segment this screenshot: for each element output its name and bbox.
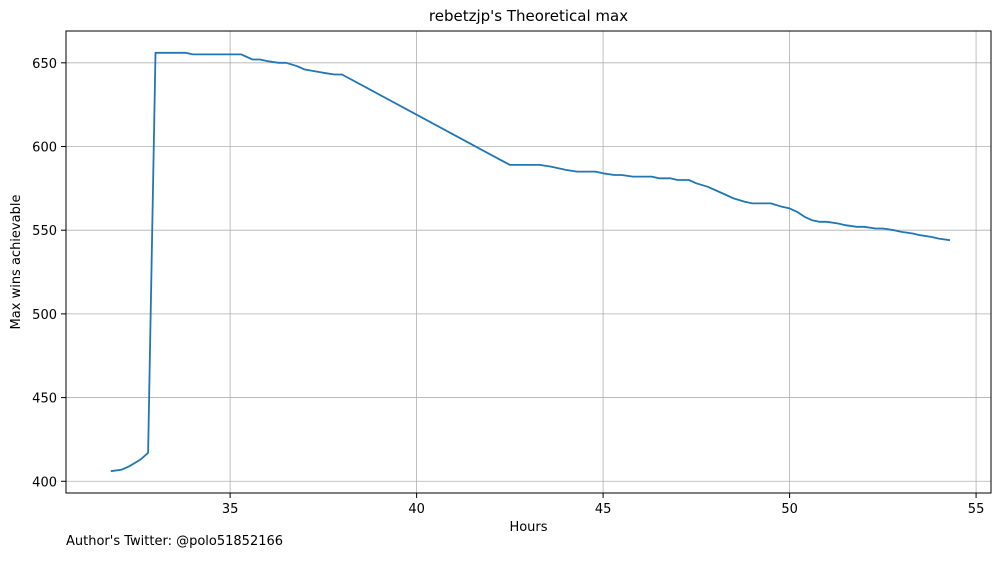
y-tick-label: 450 [32, 392, 57, 407]
y-axis-label: Max wins achievable [9, 195, 24, 330]
x-axis-ticks: 35 40 45 50 55 [222, 493, 985, 517]
series-line [110, 51, 951, 473]
chart-title: rebetzjp's Theoretical max [429, 7, 628, 25]
author-credit: Author's Twitter: @polo51852166 [66, 534, 284, 549]
y-tick-label: 650 [32, 57, 57, 72]
x-tick-label: 55 [968, 502, 985, 517]
series-group [110, 51, 951, 473]
y-tick-label: 400 [32, 475, 57, 490]
y-tick-label: 550 [32, 224, 57, 239]
y-tick-label: 500 [32, 308, 57, 323]
y-tick-label: 600 [32, 141, 57, 156]
plot-frame [65, 30, 992, 494]
x-tick-label: 35 [222, 502, 239, 517]
x-axis-label: Hours [509, 520, 547, 535]
y-axis-ticks: 400 450 500 550 600 650 [32, 57, 66, 490]
x-tick-label: 50 [781, 502, 798, 517]
x-tick-label: 45 [595, 502, 612, 517]
x-tick-label: 40 [408, 502, 425, 517]
gridlines [66, 31, 991, 493]
